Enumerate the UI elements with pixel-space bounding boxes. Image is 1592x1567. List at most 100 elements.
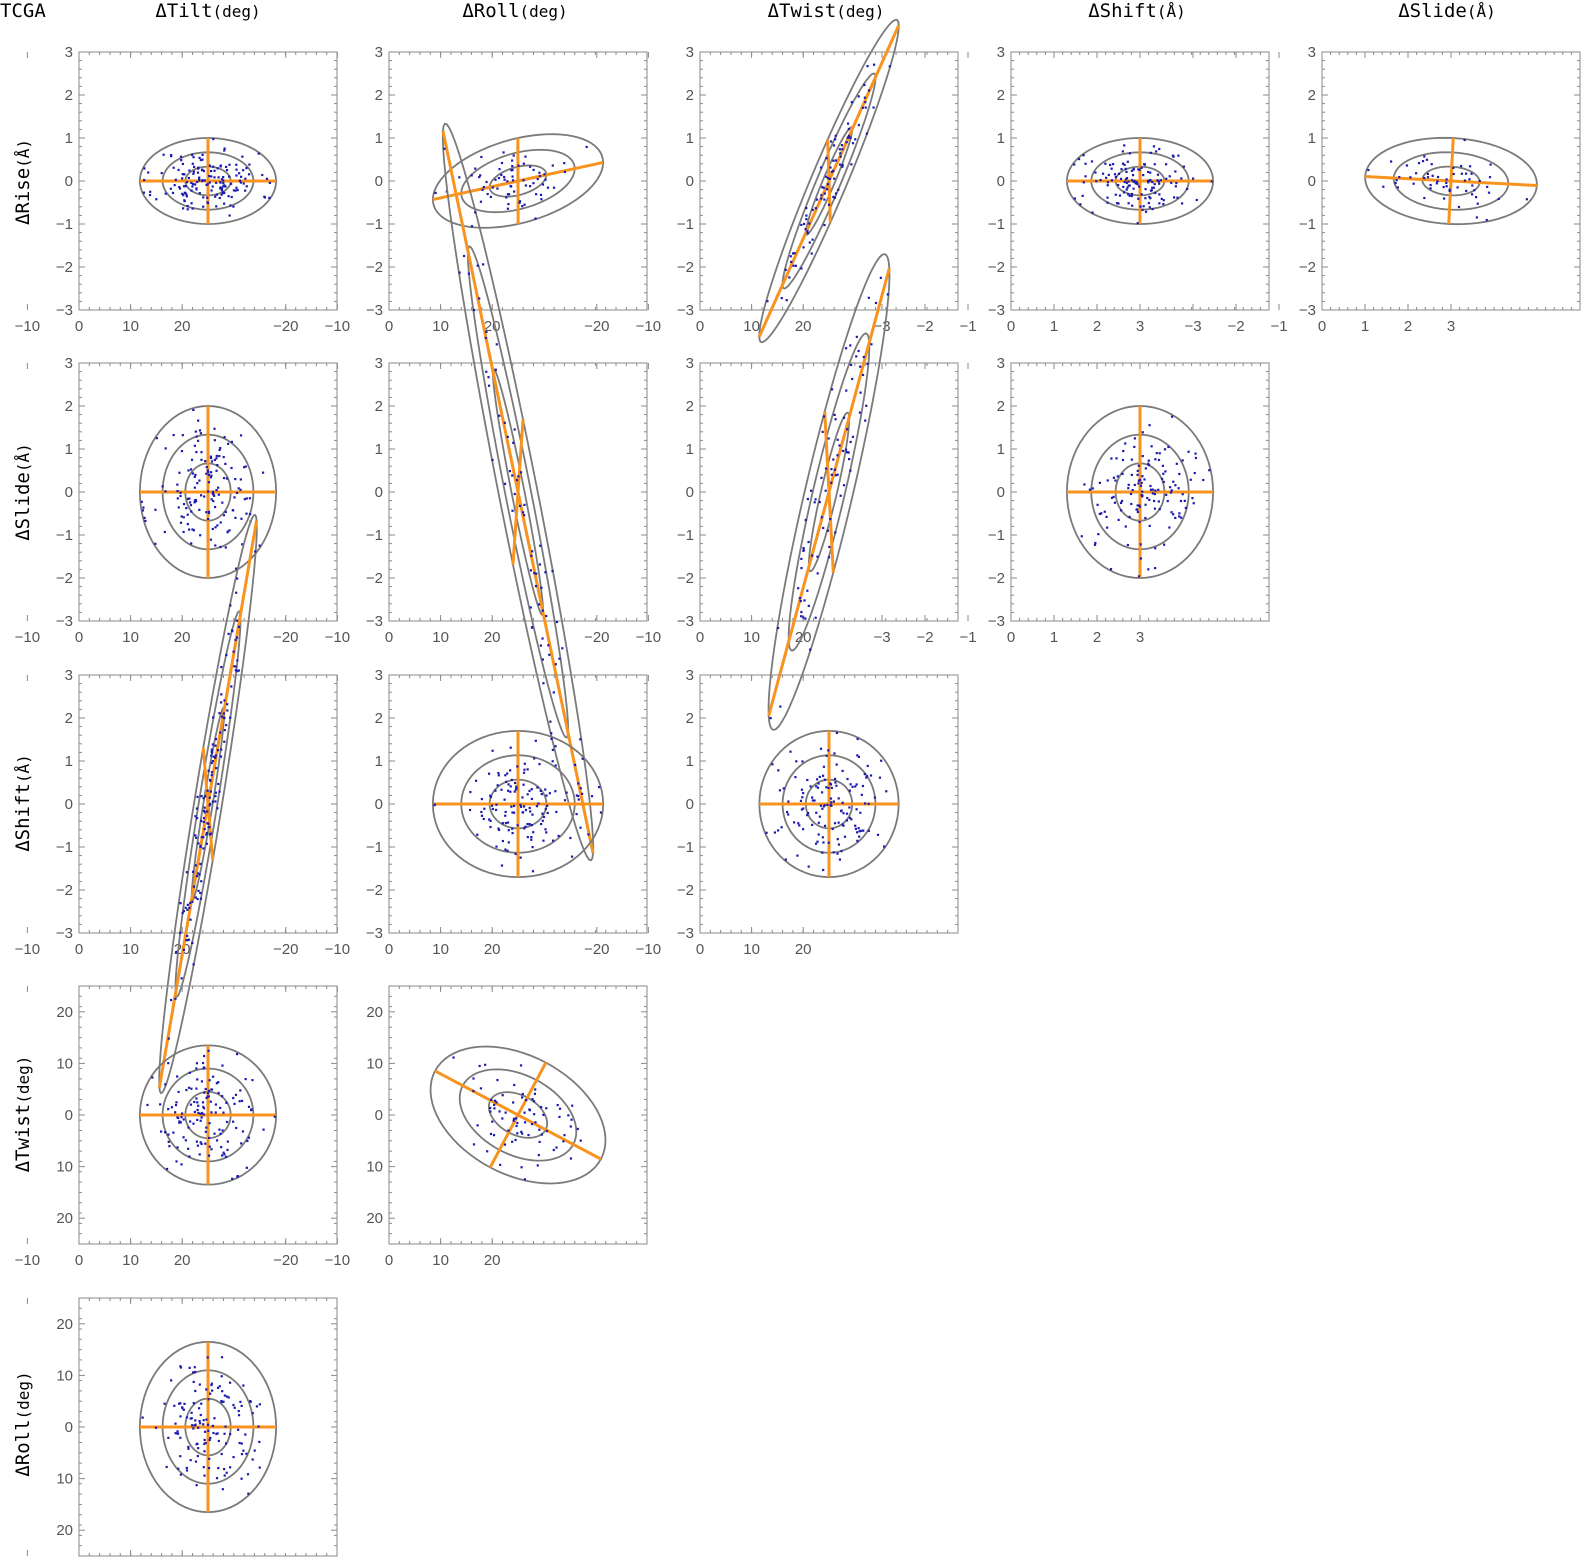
data-point	[1144, 503, 1147, 506]
data-point	[164, 490, 167, 493]
data-point	[482, 817, 485, 821]
x-tick-label: 3	[1136, 629, 1144, 646]
y-tick-label: −1	[677, 839, 694, 856]
data-point	[1390, 160, 1393, 163]
data-point	[570, 855, 574, 858]
data-point	[235, 491, 239, 495]
data-point	[1448, 189, 1451, 192]
data-point	[576, 1127, 579, 1131]
data-point	[518, 200, 522, 203]
data-point	[218, 1385, 221, 1388]
data-point	[1154, 191, 1157, 195]
data-point	[176, 490, 179, 493]
data-point	[170, 1379, 173, 1382]
data-point	[789, 750, 792, 753]
data-point	[173, 1404, 176, 1407]
data-point	[855, 783, 858, 786]
data-point	[1158, 452, 1161, 455]
data-point	[248, 497, 252, 500]
data-point	[1191, 177, 1195, 180]
data-point	[219, 1132, 222, 1135]
data-point	[850, 101, 853, 104]
data-point	[215, 469, 218, 472]
data-point	[160, 172, 163, 175]
data-point	[235, 591, 238, 594]
data-point	[202, 836, 205, 839]
data-point	[573, 763, 577, 767]
data-point	[535, 572, 538, 575]
data-point	[199, 891, 202, 895]
data-point	[202, 817, 206, 820]
data-point	[1177, 154, 1180, 157]
data-point	[180, 450, 184, 453]
x-tick-label: 20	[795, 629, 812, 646]
data-point	[1147, 568, 1150, 571]
data-point	[207, 1095, 210, 1098]
data-point	[563, 799, 567, 802]
y-tick-label: −3	[366, 925, 383, 942]
data-point	[258, 1440, 261, 1444]
data-point	[207, 1466, 211, 1470]
data-point	[800, 566, 803, 570]
data-point	[219, 1106, 222, 1109]
data-point	[190, 542, 193, 545]
data-point	[819, 166, 823, 169]
data-point	[261, 173, 264, 177]
data-point	[185, 939, 188, 942]
data-point	[178, 1121, 181, 1124]
data-point	[1121, 472, 1124, 475]
x-tick-label: −2	[916, 318, 933, 335]
data-point	[1112, 495, 1115, 498]
data-point	[194, 498, 197, 502]
data-point	[506, 849, 509, 852]
data-point	[1136, 222, 1139, 225]
data-point	[224, 510, 227, 514]
data-point	[159, 1103, 162, 1106]
data-point	[206, 196, 209, 199]
data-point	[1081, 194, 1084, 197]
data-point	[521, 1092, 524, 1096]
data-point	[225, 169, 229, 172]
data-point	[497, 827, 500, 830]
data-point	[155, 198, 158, 201]
data-point	[216, 524, 219, 527]
data-point	[1119, 501, 1123, 505]
data-point	[204, 1441, 207, 1445]
data-point	[821, 430, 824, 434]
data-point	[205, 1418, 208, 1421]
data-point	[1138, 520, 1141, 523]
data-point	[793, 821, 796, 824]
data-point	[798, 824, 801, 827]
y-tick-label: 1	[375, 130, 383, 147]
data-point	[1123, 163, 1126, 166]
data-point	[522, 514, 526, 517]
data-point	[244, 465, 247, 468]
data-point	[211, 490, 215, 493]
data-point	[190, 189, 193, 192]
data-point	[1140, 193, 1143, 196]
data-point	[523, 503, 526, 506]
data-point	[234, 669, 237, 672]
data-point	[511, 1140, 514, 1143]
data-point	[217, 1081, 220, 1084]
data-point	[517, 164, 520, 167]
data-point	[552, 186, 556, 189]
y-tick-label: 3	[375, 44, 383, 61]
data-point	[810, 252, 813, 255]
data-point	[530, 836, 533, 839]
x-tick-label: −20	[273, 318, 298, 335]
data-point	[1151, 488, 1154, 491]
data-point	[563, 1134, 566, 1137]
y-tick-label: 2	[375, 87, 383, 104]
data-point	[766, 300, 769, 303]
data-point	[521, 511, 525, 514]
x-tick-label: 10	[122, 1252, 139, 1269]
data-point	[555, 620, 559, 624]
data-point	[811, 238, 814, 241]
data-point	[500, 864, 504, 867]
data-point	[198, 192, 201, 195]
y-tick-label: 10	[366, 1159, 383, 1176]
y-tick-label: 3	[65, 667, 73, 684]
data-point	[1136, 469, 1139, 472]
